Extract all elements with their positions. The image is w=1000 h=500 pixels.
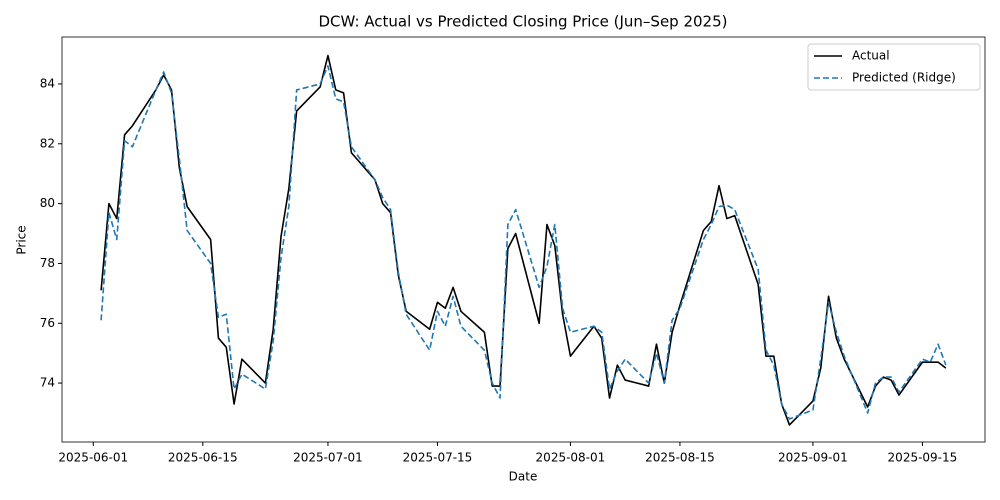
legend: Actual Predicted (Ridge) xyxy=(807,43,981,91)
x-tick-label: 2025-06-15 xyxy=(168,451,238,465)
y-tick-label: 78 xyxy=(40,256,55,270)
x-tick-label: 2025-07-01 xyxy=(293,451,363,465)
y-tick-label: 76 xyxy=(40,316,55,330)
chart-title: DCW: Actual vs Predicted Closing Price (… xyxy=(318,13,727,31)
plot-frame xyxy=(61,36,986,443)
y-axis-label: Price xyxy=(15,225,29,254)
y-tick-label: 74 xyxy=(40,376,55,390)
x-axis-label: Date xyxy=(509,470,538,484)
series-line xyxy=(100,54,947,426)
legend-label: Actual xyxy=(852,49,890,63)
x-tick-label: 2025-07-15 xyxy=(403,451,473,465)
x-tick-label: 2025-09-15 xyxy=(888,451,958,465)
y-tick-label: 80 xyxy=(40,196,55,210)
x-tick-label: 2025-08-01 xyxy=(536,451,606,465)
x-tick-label: 2025-06-01 xyxy=(58,451,128,465)
x-tick-label: 2025-09-01 xyxy=(778,451,848,465)
y-tick-label: 82 xyxy=(40,136,55,150)
y-tick-label: 84 xyxy=(40,76,55,90)
x-tick-label: 2025-08-15 xyxy=(645,451,715,465)
series-line xyxy=(100,65,947,420)
legend-box xyxy=(807,43,981,91)
legend-label: Predicted (Ridge) xyxy=(852,71,956,85)
